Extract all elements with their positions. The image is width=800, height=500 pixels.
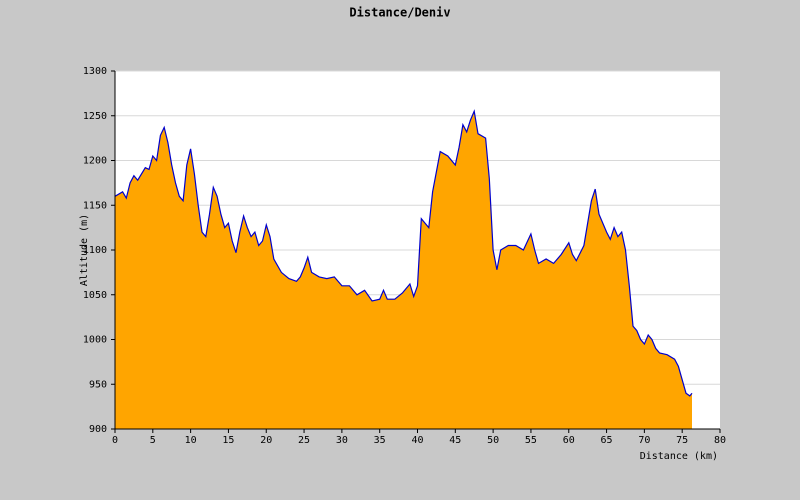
y-tick-label: 900: [89, 424, 107, 435]
line: [114, 109, 693, 397]
x-tick-label: 30: [336, 435, 348, 446]
x-tick-label: 70: [638, 435, 650, 446]
y-tick-label: 1150: [83, 200, 107, 211]
y-tick-label: 1050: [83, 290, 107, 301]
x-tick-label: 0: [112, 435, 118, 446]
area: [115, 111, 692, 430]
x-tick-label: 10: [185, 435, 197, 446]
y-tick-label: 1300: [83, 66, 107, 77]
x-tick-label: 65: [601, 435, 613, 446]
y-tick-label: 1000: [83, 335, 107, 346]
y-tick-label: 1250: [83, 111, 107, 122]
x-tick-label: 60: [563, 435, 575, 446]
x-tick-label: 45: [449, 435, 461, 446]
y-tick-label: 1200: [83, 156, 107, 167]
x-tick-label: 15: [222, 435, 234, 446]
x-tick-label: 50: [487, 435, 499, 446]
x-tick-label: 5: [150, 435, 156, 446]
y-tick-label: 1100: [83, 245, 107, 256]
y-tick-label: 950: [89, 379, 107, 390]
x-tick-label: 25: [298, 435, 310, 446]
x-axis-label: Distance (km): [640, 451, 718, 462]
x-tick-label: 35: [374, 435, 386, 446]
x-tick-label: 75: [676, 435, 688, 446]
y-axis-label: Altitude (m): [79, 214, 90, 286]
x-tick-label: 55: [525, 435, 537, 446]
x-tick-label: 80: [714, 435, 726, 446]
chart-title: Distance/Deniv: [349, 6, 450, 20]
x-tick-label: 40: [411, 435, 423, 446]
x-tick-label: 20: [260, 435, 272, 446]
